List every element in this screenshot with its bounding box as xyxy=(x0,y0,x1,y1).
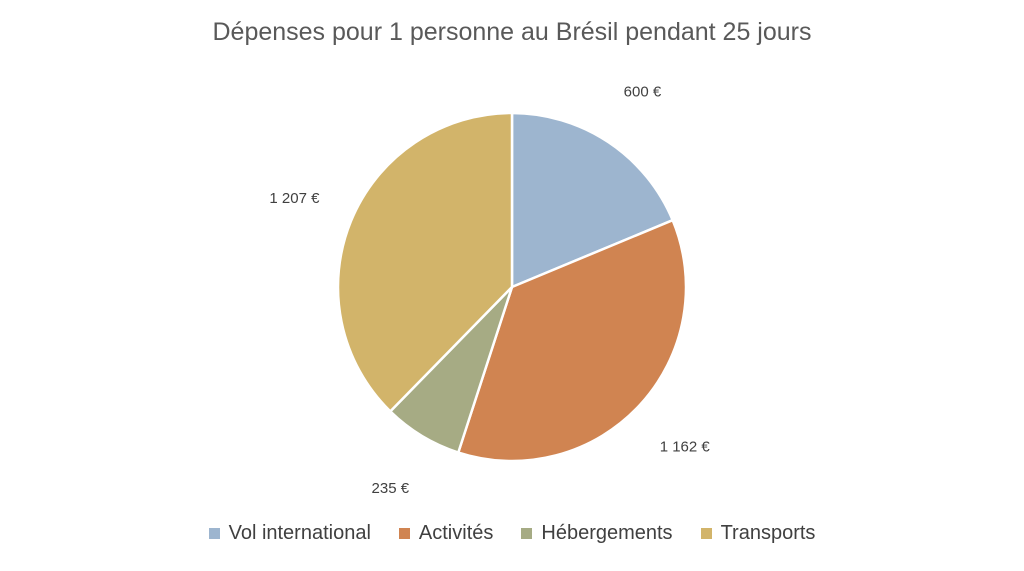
legend-label: Vol international xyxy=(228,522,371,544)
legend-swatch-icon xyxy=(398,528,410,539)
chart-title: Dépenses pour 1 personne au Brésil penda… xyxy=(212,18,812,46)
data-label-vol-international: 600 € xyxy=(624,84,662,101)
legend-swatch-icon xyxy=(208,528,220,539)
pie-slice-vol-international xyxy=(510,111,674,289)
legend-item-activites: Activités xyxy=(398,522,494,545)
legend-item-hebergements: Hébergements xyxy=(521,522,673,545)
data-label-activites: 1 162 € xyxy=(660,438,711,455)
legend-item-transports: Transports xyxy=(700,522,816,545)
legend-label: Activités xyxy=(418,522,494,544)
pie-slice-activites xyxy=(457,218,688,463)
data-label-hebergements: 235 € xyxy=(372,480,410,497)
legend: Vol international Activités Hébergements… xyxy=(0,522,1024,545)
legend-label: Transports xyxy=(720,522,816,544)
legend-item-vol-international: Vol international xyxy=(208,522,371,545)
data-label-transports: 1 207 € xyxy=(269,190,320,207)
pie-slice-transports xyxy=(336,111,514,413)
legend-label: Hébergements xyxy=(541,522,673,544)
legend-swatch-icon xyxy=(521,528,533,539)
legend-swatch-icon xyxy=(700,528,712,539)
